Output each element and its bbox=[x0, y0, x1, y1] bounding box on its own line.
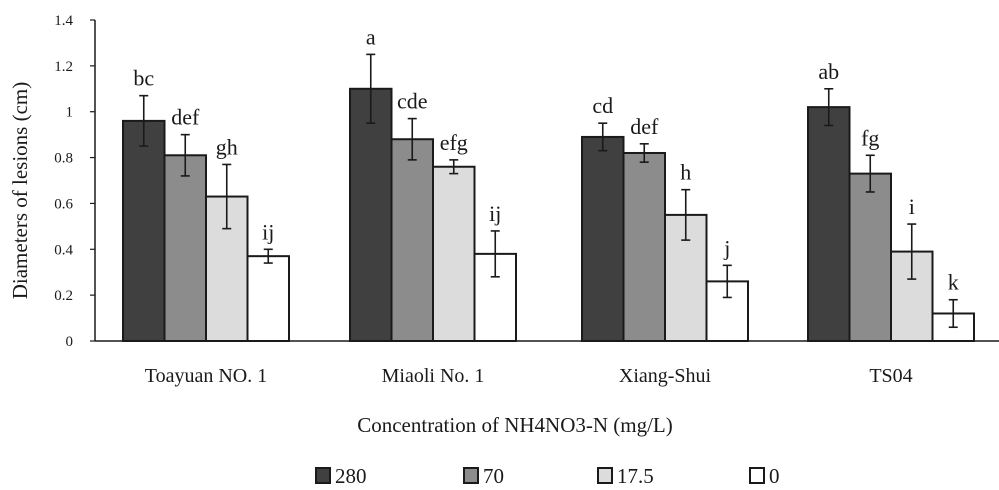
legend-swatch bbox=[315, 467, 331, 484]
legend-label: 17.5 bbox=[617, 464, 654, 488]
error-bar bbox=[639, 143, 649, 163]
legend-label: 280 bbox=[335, 464, 367, 488]
x-axis-category-labels: Toayuan NO. 1 Miaoli No. 1 Xiang-Shui TS04 bbox=[145, 365, 913, 387]
legend-label: 70 bbox=[483, 464, 504, 488]
significance-letter: def bbox=[630, 114, 659, 139]
legend-item: 17.5 bbox=[597, 464, 654, 488]
y-tick-label: 0 bbox=[66, 334, 74, 350]
error-bar bbox=[263, 248, 273, 264]
bar bbox=[807, 106, 851, 342]
legend-swatch bbox=[597, 467, 613, 484]
significance-letter: h bbox=[680, 160, 691, 185]
significance-letter: cd bbox=[592, 93, 613, 118]
significance-letter: fg bbox=[861, 125, 879, 150]
x-axis-title: Concentration of NH4NO3-N (mg/L) bbox=[357, 413, 673, 437]
significance-letter: ij bbox=[262, 219, 274, 244]
y-tick-label: 1.2 bbox=[54, 59, 73, 75]
error-bar bbox=[722, 264, 732, 299]
error-bar bbox=[366, 53, 376, 124]
bar bbox=[848, 172, 892, 342]
significance-letter: gh bbox=[216, 134, 238, 159]
bars bbox=[122, 87, 975, 343]
error-bar bbox=[180, 133, 190, 177]
significance-letter: ab bbox=[818, 59, 839, 84]
y-tick-label: 0.6 bbox=[54, 196, 73, 212]
y-tick-label: 0.2 bbox=[54, 288, 73, 304]
significance-letter: ij bbox=[489, 201, 501, 226]
y-tick-label: 1 bbox=[66, 105, 74, 121]
error-bar bbox=[598, 122, 608, 152]
bar bbox=[390, 138, 434, 342]
bar bbox=[122, 119, 166, 342]
significance-letters: bc a cd ab def cde def fg gh efg h i ij ij j k bbox=[133, 24, 958, 294]
error-bar bbox=[824, 87, 834, 127]
error-bar bbox=[407, 117, 417, 161]
significance-letter: def bbox=[171, 105, 200, 130]
bar bbox=[349, 87, 393, 342]
bar bbox=[622, 151, 666, 342]
bar bbox=[581, 135, 625, 342]
legend-swatch bbox=[463, 467, 479, 484]
y-tick-label: 0.4 bbox=[54, 242, 73, 258]
significance-letter: a bbox=[366, 24, 376, 49]
error-bar bbox=[907, 223, 917, 280]
error-bar bbox=[681, 188, 691, 241]
significance-letter: i bbox=[909, 194, 915, 219]
y-axis-ticks: 0 0.2 0.4 0.6 0.8 1 1.2 1.4 bbox=[54, 13, 95, 350]
legend-label: 0 bbox=[769, 464, 780, 488]
x-tick-label: Toayuan NO. 1 bbox=[145, 365, 267, 387]
legend-item: 280 bbox=[315, 464, 367, 488]
significance-letter: j bbox=[723, 235, 730, 260]
error-bar bbox=[865, 154, 875, 193]
significance-letter: efg bbox=[440, 130, 468, 155]
y-tick-label: 0.8 bbox=[54, 151, 73, 167]
error-bar bbox=[222, 163, 232, 230]
x-tick-label: Miaoli No. 1 bbox=[382, 365, 485, 387]
error-bar bbox=[139, 94, 149, 147]
significance-letter: bc bbox=[133, 66, 154, 91]
bar bbox=[163, 154, 207, 342]
legend-swatch bbox=[749, 467, 765, 484]
x-tick-label: Xiang-Shui bbox=[619, 365, 712, 387]
legend: 280 70 17.5 0 bbox=[315, 464, 780, 488]
y-tick-label: 1.4 bbox=[54, 13, 73, 29]
error-bar bbox=[490, 230, 500, 278]
legend-item: 70 bbox=[463, 464, 504, 488]
y-axis-title: Diameters of lesions (cm) bbox=[8, 82, 32, 300]
error-bar bbox=[449, 159, 459, 175]
x-tick-label: TS04 bbox=[869, 365, 912, 387]
legend-item: 0 bbox=[749, 464, 780, 488]
significance-letter: k bbox=[948, 270, 959, 295]
significance-letter: cde bbox=[397, 89, 428, 114]
bar bbox=[432, 165, 476, 342]
error-bar bbox=[948, 298, 958, 329]
error-bars bbox=[139, 53, 958, 329]
bar bbox=[246, 255, 290, 342]
